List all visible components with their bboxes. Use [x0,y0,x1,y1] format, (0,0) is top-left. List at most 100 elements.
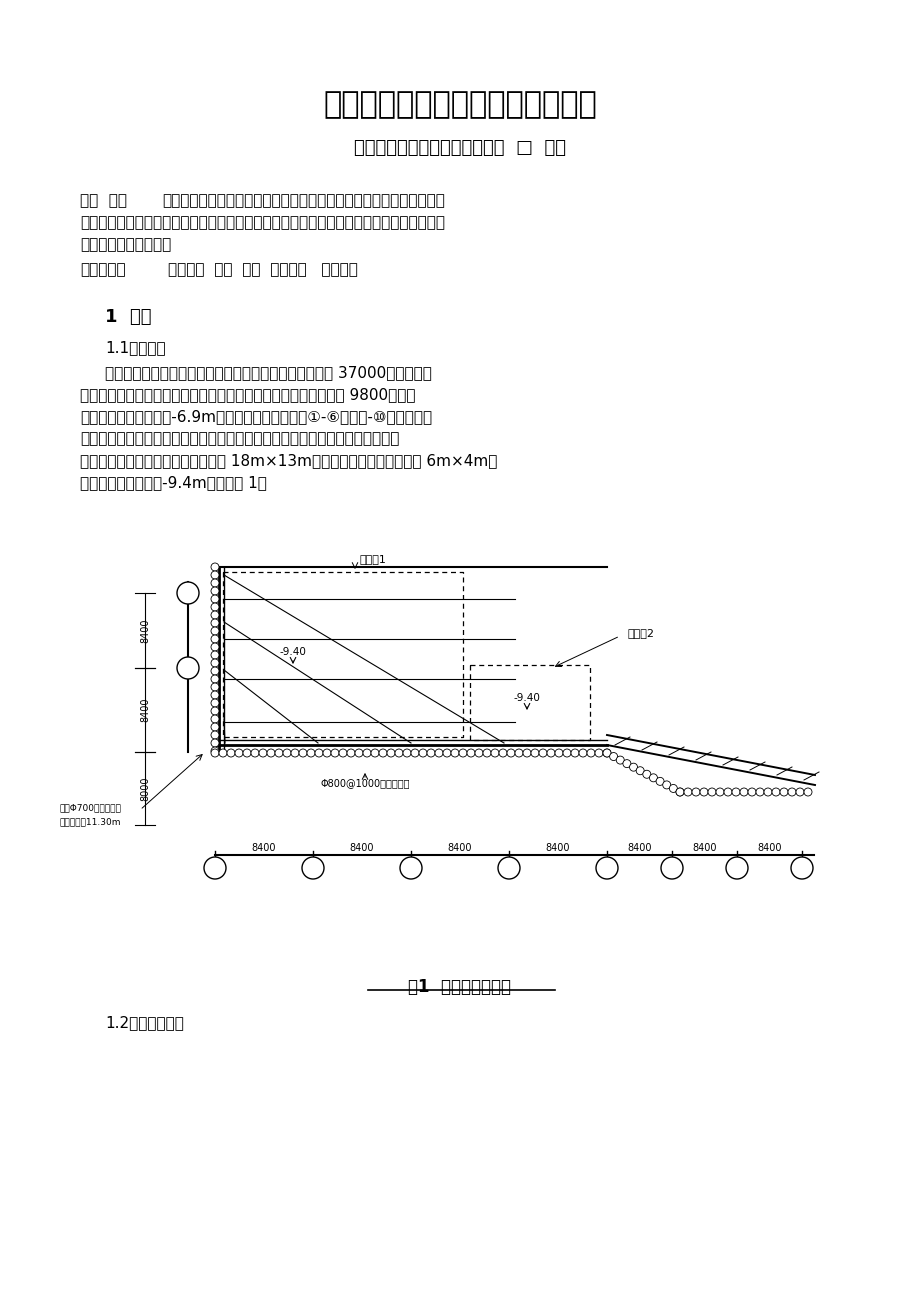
Text: 【关键词】: 【关键词】 [80,262,126,277]
Circle shape [204,857,226,879]
Circle shape [210,562,219,572]
Circle shape [394,749,403,756]
Text: 该工程为综合办公楼，位于南京市河西地区，建筑面积约 37000㎡，由主楼: 该工程为综合办公楼，位于南京市河西地区，建筑面积约 37000㎡，由主楼 [105,365,431,380]
Text: ⑤: ⑤ [602,863,611,874]
Text: 8000: 8000 [140,776,150,801]
Circle shape [732,788,739,796]
Circle shape [210,643,219,651]
Circle shape [435,749,443,756]
Text: 类似问题时借鉴参照。: 类似问题时借鉴参照。 [80,237,171,253]
Text: 累，对该案例的事故原因及抢险加固的处理措施等进行了分析论述，以供工程技术人员碰到: 累，对该案例的事故原因及抢险加固的处理措施等进行了分析论述，以供工程技术人员碰到 [80,215,445,230]
Circle shape [234,749,243,756]
Circle shape [210,707,219,715]
Circle shape [539,749,547,756]
Circle shape [586,749,595,756]
Circle shape [363,749,370,756]
Circle shape [210,618,219,628]
Circle shape [210,635,219,643]
Circle shape [602,749,610,756]
Circle shape [595,749,602,756]
Text: 1.1工程概况: 1.1工程概况 [105,340,165,355]
Circle shape [259,749,267,756]
Text: A: A [184,663,192,673]
Text: 1  概述: 1 概述 [105,309,152,326]
Circle shape [788,788,795,796]
Circle shape [467,749,474,756]
Text: 套打，桩长11.30m: 套打，桩长11.30m [60,818,121,827]
Circle shape [616,756,624,764]
Text: -9.40: -9.40 [279,647,306,658]
Circle shape [771,788,779,796]
Circle shape [669,784,676,793]
Circle shape [403,749,411,756]
Circle shape [530,749,539,756]
Circle shape [243,749,251,756]
Circle shape [307,749,314,756]
Text: 护桩边，其中一种坑内开挖面积约为 18m×13m，另一种坑内开挖面积约为 6m×4m，: 护桩边，其中一种坑内开挖面积约为 18m×13m，另一种坑内开挖面积约为 6m×… [80,453,497,467]
Text: 8400: 8400 [627,842,651,853]
Circle shape [691,788,699,796]
Circle shape [210,611,219,618]
Text: 本文通过某工程基坑支护冠梁断裂的实例并结合笔者数年的工程实践积: 本文通过某工程基坑支护冠梁断裂的实例并结合笔者数年的工程实践积 [162,193,445,208]
Circle shape [622,759,630,768]
Text: 8400: 8400 [252,842,276,853]
Circle shape [210,749,219,756]
Circle shape [482,749,491,756]
Circle shape [210,603,219,611]
Circle shape [803,788,811,796]
Text: ③: ③ [406,863,414,874]
Circle shape [498,749,506,756]
Text: 及东西辅楼构成。主楼地下一层，地上十六层。基坑开挖面积约为 9800㎡，地: 及东西辅楼构成。主楼地下一层，地上十六层。基坑开挖面积约为 9800㎡，地 [80,387,415,402]
Text: 8400: 8400 [140,618,150,643]
Circle shape [491,749,498,756]
Circle shape [515,749,522,756]
Circle shape [290,749,299,756]
Circle shape [715,788,723,796]
Circle shape [571,749,578,756]
Circle shape [210,628,219,635]
Circle shape [426,749,435,756]
Circle shape [411,749,418,756]
Circle shape [418,749,426,756]
Circle shape [763,788,771,796]
Circle shape [662,781,670,789]
Text: 8400: 8400 [349,842,374,853]
Circle shape [602,749,610,756]
Circle shape [629,763,637,771]
Text: 8400: 8400 [140,698,150,723]
Circle shape [708,788,715,796]
Circle shape [609,753,617,760]
Circle shape [210,651,219,659]
Circle shape [355,749,363,756]
Circle shape [795,788,803,796]
Circle shape [176,658,199,680]
Circle shape [379,749,387,756]
Text: 8400: 8400 [756,842,781,853]
Circle shape [683,788,691,796]
Text: Φ800@1000钻孔灌注桩: Φ800@1000钻孔灌注桩 [320,779,409,788]
Circle shape [547,749,554,756]
Text: 两坑实际开挖深度为-9.4m。（见图 1）: 两坑实际开挖深度为-9.4m。（见图 1） [80,475,267,490]
Text: 坑中坑1: 坑中坑1 [359,553,386,564]
Text: 坑中坑2: 坑中坑2 [627,628,653,638]
Circle shape [346,749,355,756]
Circle shape [739,788,747,796]
Circle shape [210,699,219,707]
Text: 单排Φ700双轴深搅桩: 单排Φ700双轴深搅桩 [60,803,121,812]
Circle shape [474,749,482,756]
Circle shape [459,749,467,756]
Text: 某工程基坑支护冠梁断裂处理实例: 某工程基坑支护冠梁断裂处理实例 [323,91,596,120]
Circle shape [400,857,422,879]
Circle shape [219,749,227,756]
Circle shape [210,715,219,723]
Circle shape [506,749,515,756]
Circle shape [562,749,571,756]
Text: 【摘  要】: 【摘 要】 [80,193,127,208]
Circle shape [210,747,219,755]
Circle shape [301,857,323,879]
Circle shape [675,788,683,796]
Circle shape [790,857,812,879]
Text: 下室大面积挖土深度为-6.9m。但西南侧主楼位置（①-⑥轴和㊃-⑩轴范围内）: 下室大面积挖土深度为-6.9m。但西南侧主楼位置（①-⑥轴和㊃-⑩轴范围内） [80,409,432,424]
Circle shape [450,749,459,756]
Circle shape [267,749,275,756]
